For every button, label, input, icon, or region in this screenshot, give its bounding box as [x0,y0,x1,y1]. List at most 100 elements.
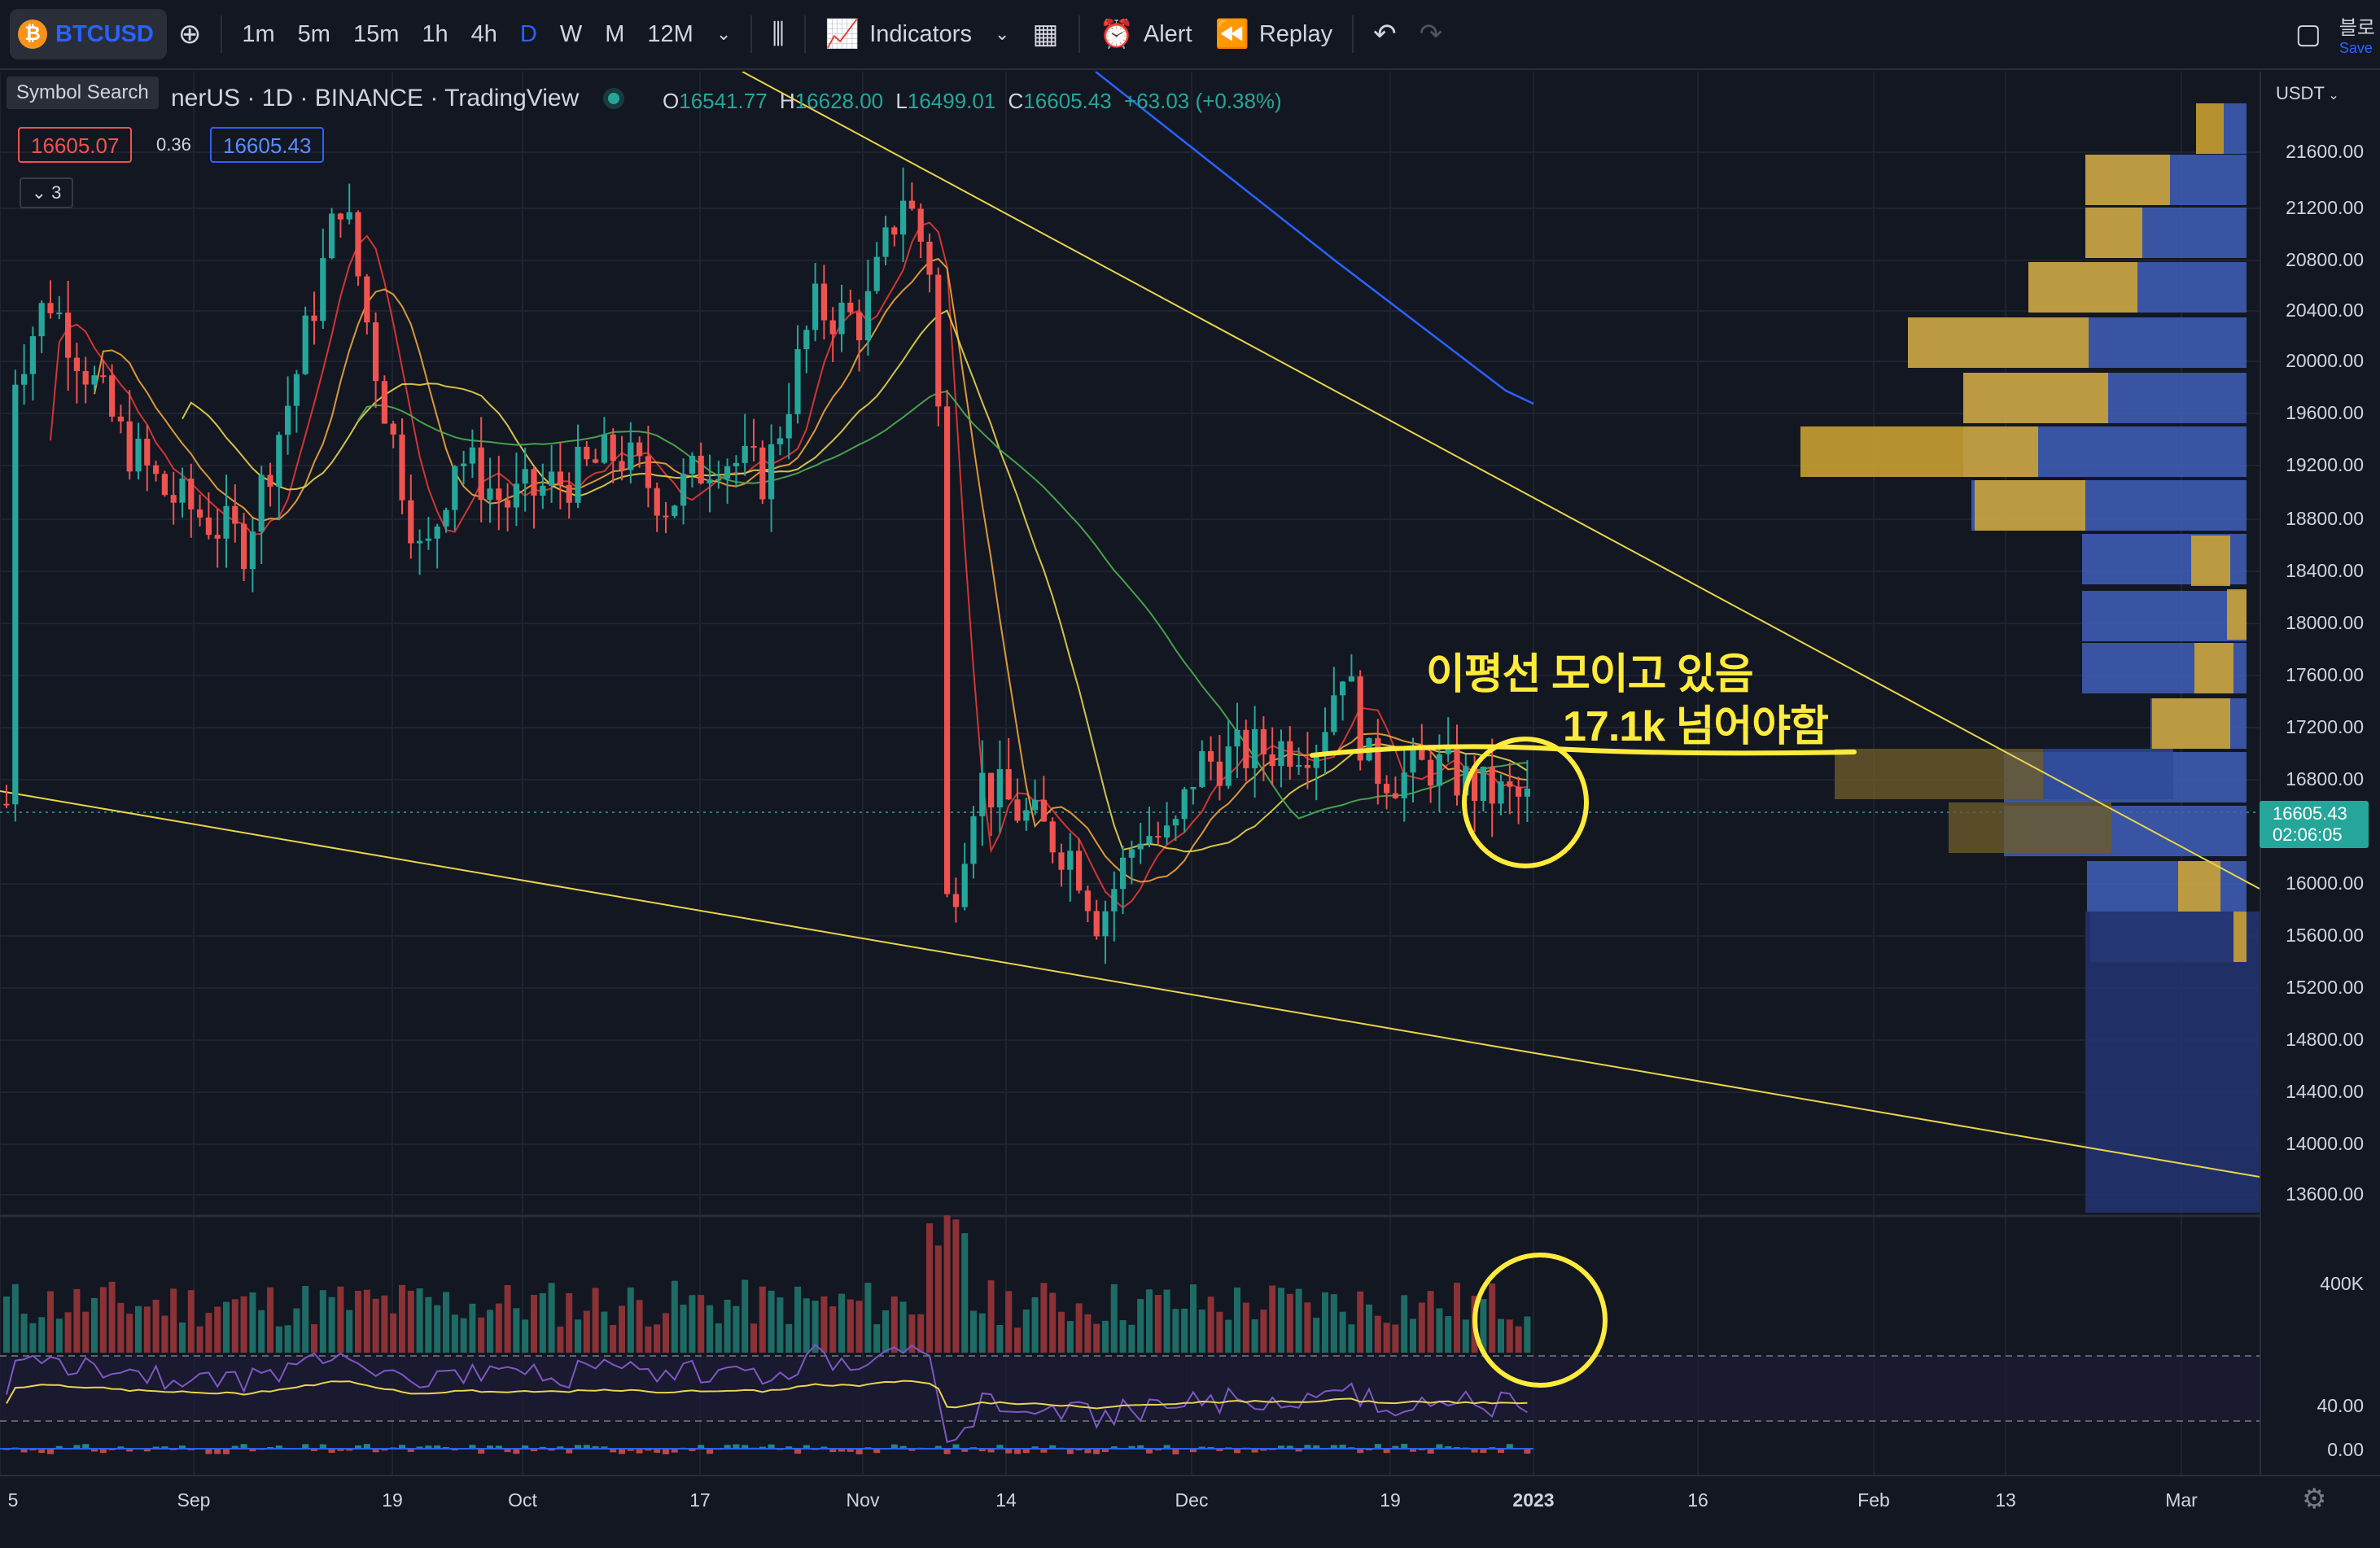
collapse-legend-button[interactable]: ⌄ 3 [20,177,73,208]
candle-body [610,434,616,461]
time-tick-label: 19 [382,1489,403,1511]
buy-price-button[interactable]: 16605.43 [210,127,325,163]
chart-legend[interactable]: nerUS · 1D · BINANCE · TradingView [171,85,620,112]
volume-bar [908,1314,916,1353]
candle-body [461,463,467,466]
macd-histogram-bar [1190,1449,1197,1453]
volume-bar [1295,1288,1302,1353]
symbol-search-button[interactable]: ₿ BTCUSD [10,9,167,59]
volume-bar [170,1288,177,1353]
candle-body [1331,695,1337,732]
candle-body [873,256,880,291]
volume-bar [29,1323,37,1353]
volume-bar [82,1311,90,1353]
candle-body [381,381,387,424]
layout-button[interactable]: ▦ [1021,0,1070,69]
volume-bar [1172,1309,1179,1353]
interval-1h[interactable]: 1h [422,20,448,47]
macd-histogram-bar [240,1444,247,1450]
chart-canvas[interactable] [0,72,2380,1475]
interval-m[interactable]: M [605,20,625,47]
macd-histogram-bar [619,1449,625,1454]
redo-button[interactable]: ↷ [1408,0,1455,69]
candle-body [1208,750,1214,762]
macd-histogram-bar [1506,1444,1513,1450]
price-tick-label: 16000.00 [2286,872,2364,894]
volume-bar [1022,1309,1030,1353]
macd-histogram-bar [143,1449,151,1452]
price-axis[interactable]: USDT ⌄ 21600.00 21200.00 20800.00 20400.00 2… [2260,72,2380,1475]
volume-bar [1251,1319,1258,1353]
macd-histogram-bar [531,1449,537,1452]
chart-type-button[interactable]: ⫼ [760,0,796,69]
candle-body [540,485,546,496]
volume-bar [1137,1299,1144,1353]
candle-body [417,540,423,544]
square-icon: ▢ [2295,19,2321,50]
interval-12m[interactable]: 12M [647,20,693,47]
price-tick-label: 14400.00 [2286,1081,2364,1102]
publish-button[interactable]: 블로 Save [2333,0,2380,69]
volume-profile-up-bar [2152,698,2230,749]
volume-bar [943,1215,951,1353]
candle-body [144,439,151,466]
indicators-button[interactable]: 📈 Indicators [814,0,983,69]
volume-bar [1445,1316,1452,1353]
interval-d[interactable]: D [519,20,537,47]
interval-w[interactable]: W [559,20,583,47]
macd-histogram-bar [1049,1445,1057,1450]
save-label: Save [2338,40,2373,56]
volume-bar [1498,1318,1504,1353]
volume-bar [161,1315,168,1353]
indicators-dropdown[interactable]: ⌄ [983,0,1021,69]
interval-5m[interactable]: 5m [297,20,330,47]
candle-body [1419,747,1425,760]
volume-bar [135,1305,142,1353]
candle-body [838,302,845,335]
volume-bar [64,1312,72,1353]
interval-15m[interactable]: 15m [352,20,400,47]
fullscreen-button[interactable]: ▢ [2284,0,2333,69]
candle-body [47,303,54,313]
candle-body [1384,784,1390,794]
volume-bar [970,1310,977,1353]
volume-bar [407,1290,414,1353]
gear-icon[interactable]: ⚙ [2302,1484,2327,1515]
volume-bar [636,1300,643,1353]
interval-dropdown[interactable]: ⌄ [705,0,742,69]
price-tick-label: 18400.00 [2286,560,2364,581]
interval-4h[interactable]: 4h [470,20,497,47]
sell-price-button[interactable]: 16605.07 [18,127,133,163]
macd-histogram-bar [82,1444,90,1450]
volume-bar [794,1286,801,1353]
candle-body [654,488,660,516]
volume-bar [1454,1283,1460,1353]
alert-button[interactable]: ⏰ Alert [1088,0,1204,69]
macd-histogram-bar [1260,1449,1267,1451]
macd-histogram-bar [698,1445,705,1450]
macd-histogram-bar [214,1449,221,1454]
interval-1m[interactable]: 1m [242,20,275,47]
time-axis[interactable]: ⚙ 5 Sep 19 Oct 17 Nov 14 Dec 19 2023 16 Feb 13 Mar [0,1475,2380,1524]
volume-bar [1436,1308,1443,1353]
candle-body [346,212,352,220]
time-tick-label: 19 [1380,1489,1401,1511]
volume-bar [759,1286,766,1353]
replay-button[interactable]: ⏪ Replay [1204,0,1345,69]
undo-button[interactable]: ↶ [1362,0,1408,69]
candle-body [988,772,995,808]
currency-selector[interactable]: USDT ⌄ [2276,83,2339,103]
candle-body [908,200,915,209]
macd-histogram-bar [451,1449,458,1451]
add-symbol-button[interactable]: ⊕ [167,0,213,69]
volume-bar [548,1283,555,1353]
volume-bar [1005,1291,1013,1353]
candle-body [864,291,871,341]
volume-bar [504,1284,511,1353]
macd-histogram-bar [961,1449,969,1452]
macd-histogram-bar [548,1449,555,1451]
volume-profile-up-bar [2227,589,2247,640]
candle-body [820,283,827,321]
volume-bar [1110,1283,1118,1353]
price-tick-label: 17600.00 [2286,664,2364,685]
